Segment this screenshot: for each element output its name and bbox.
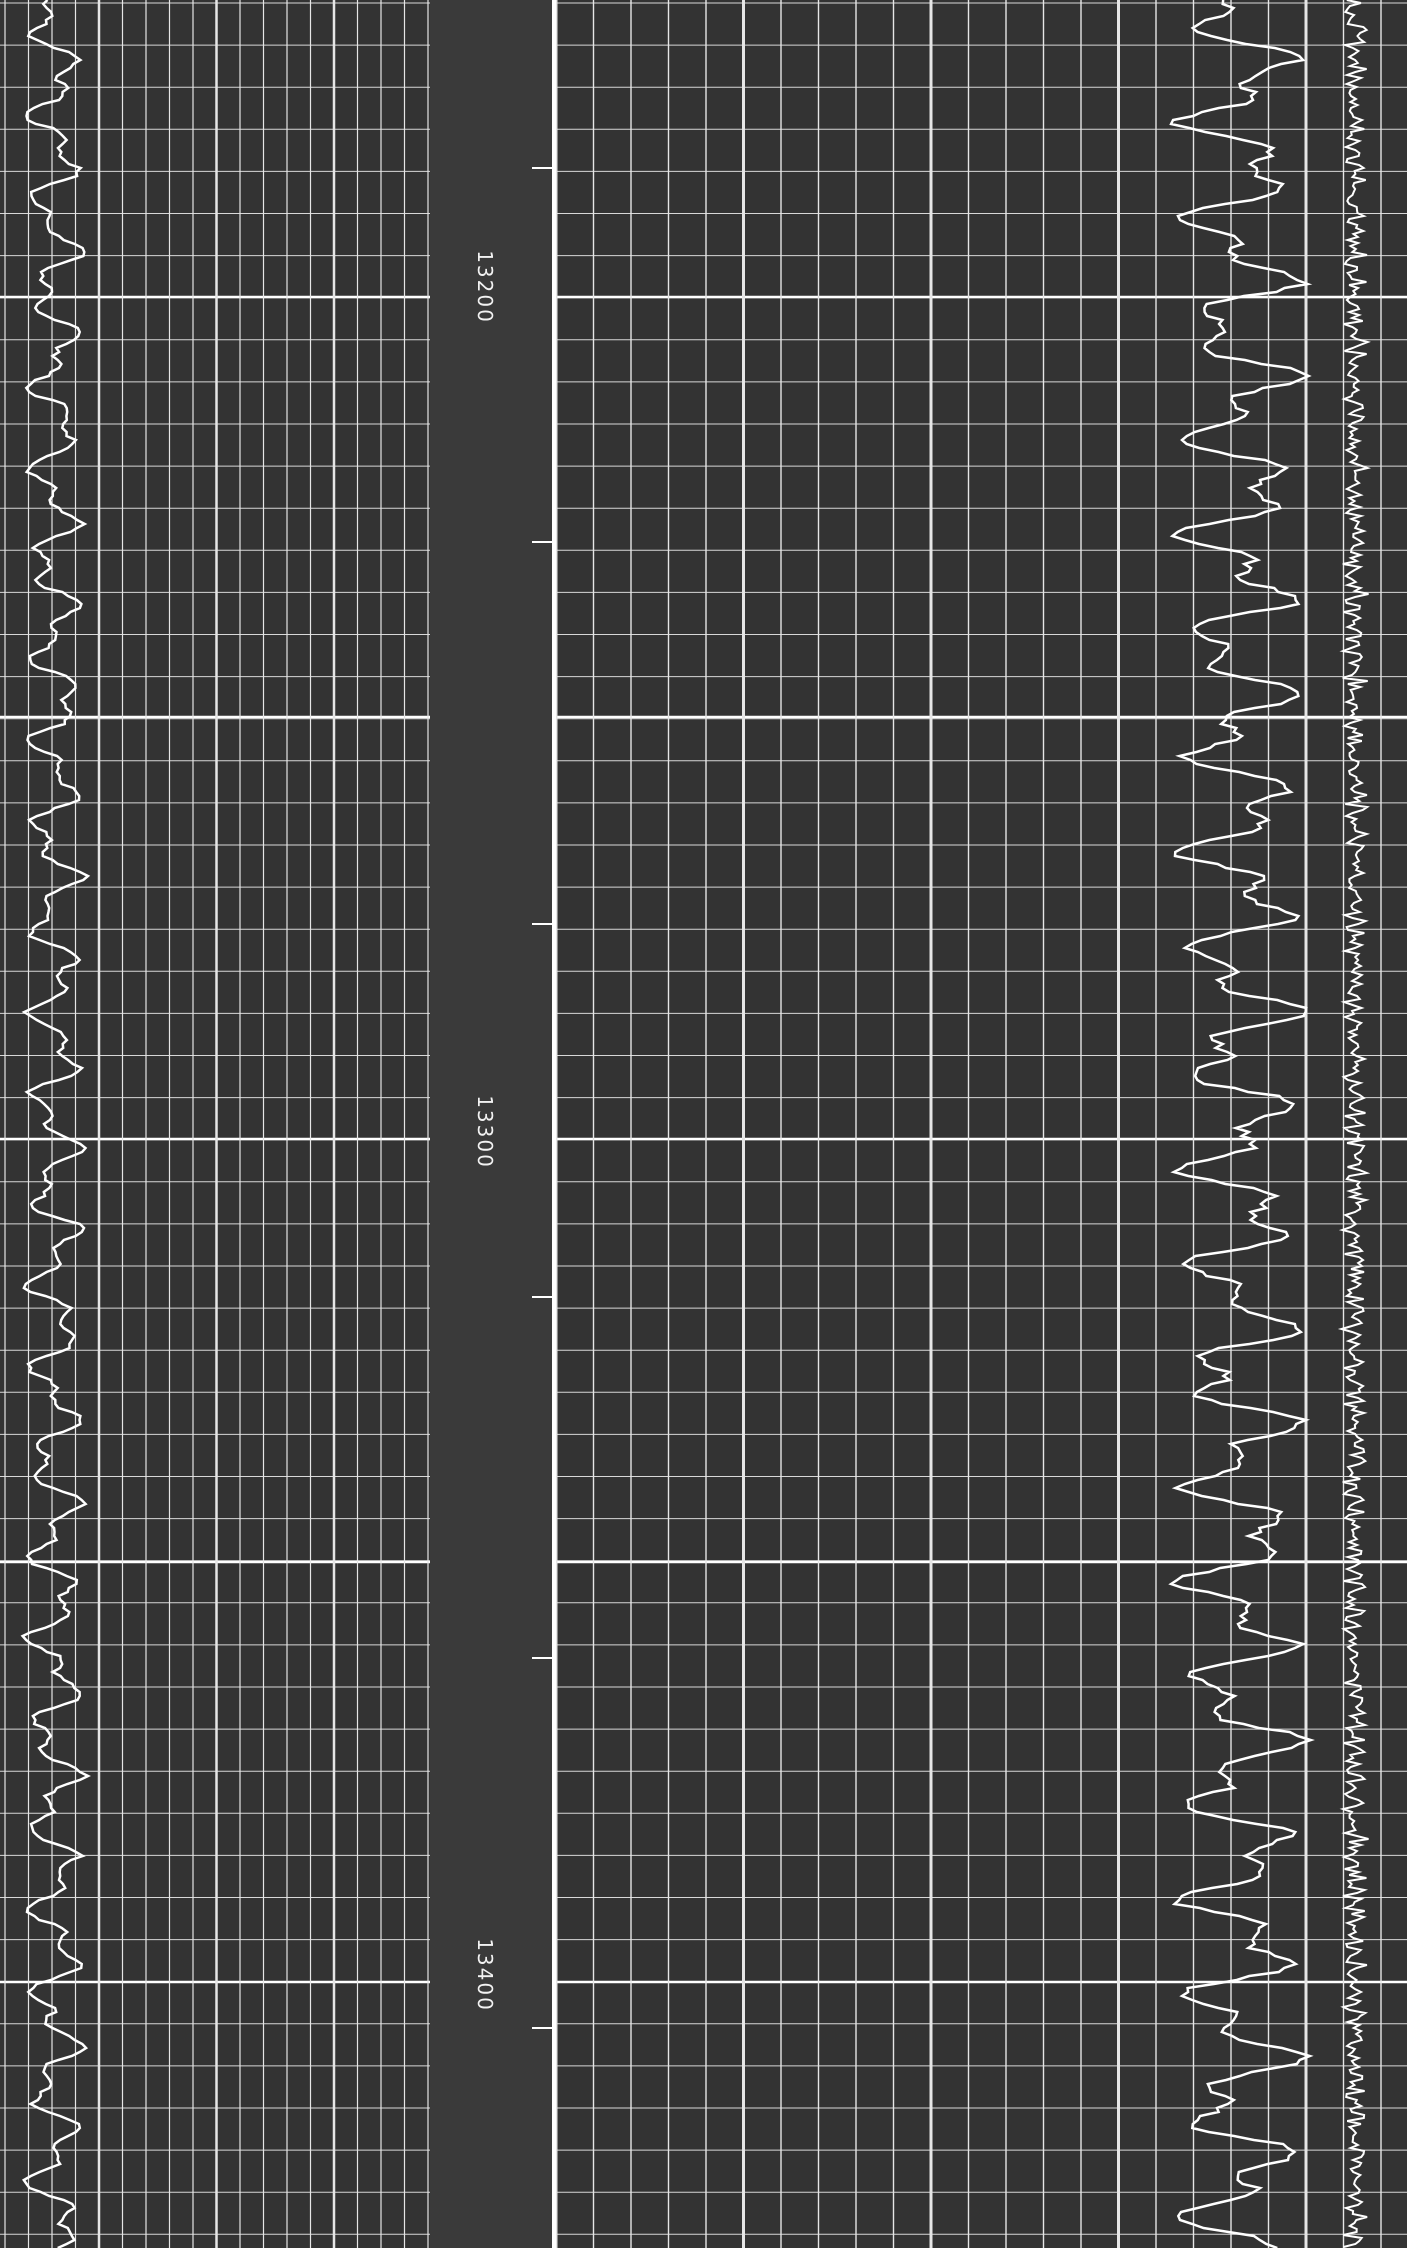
depth-label: 13300: [473, 1095, 497, 1169]
depth-label: 13400: [473, 1938, 497, 2012]
log-trace: [1337, 0, 1372, 2248]
depth-label: 13200: [473, 250, 497, 324]
log-trace: [20, 0, 91, 2248]
depth-track: [430, 0, 552, 2248]
log-trace: [1168, 0, 1315, 2248]
traces: [20, 0, 1372, 2248]
